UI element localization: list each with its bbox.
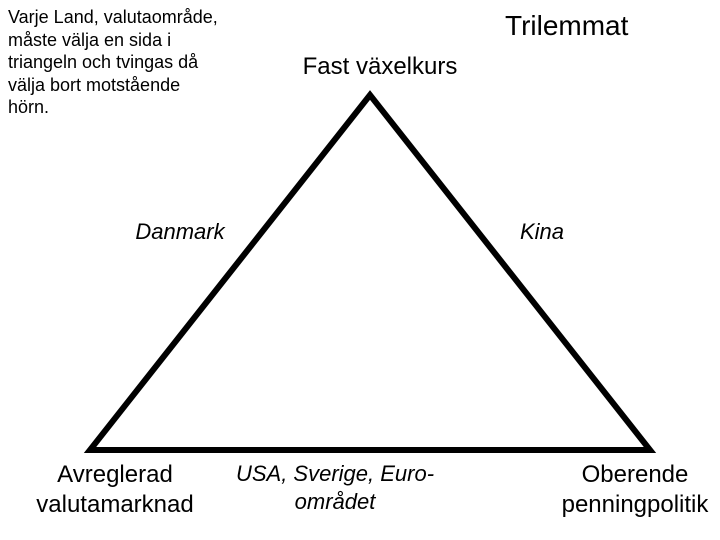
vertex-left-label: Avreglerad valutamarknad [10,460,220,520]
vertex-top-label: Fast växelkurs [280,52,480,82]
diagram-stage: Varje Land, valutaområde, måste välja en… [0,0,720,540]
side-left-label: Danmark [105,218,255,246]
vertex-right-label: Oberende penningpolitik [545,460,720,520]
triangle-shape [90,95,650,450]
side-right-label: Kina [492,218,592,246]
side-bottom-label: USA, Sverige, Euro-området [235,460,435,515]
